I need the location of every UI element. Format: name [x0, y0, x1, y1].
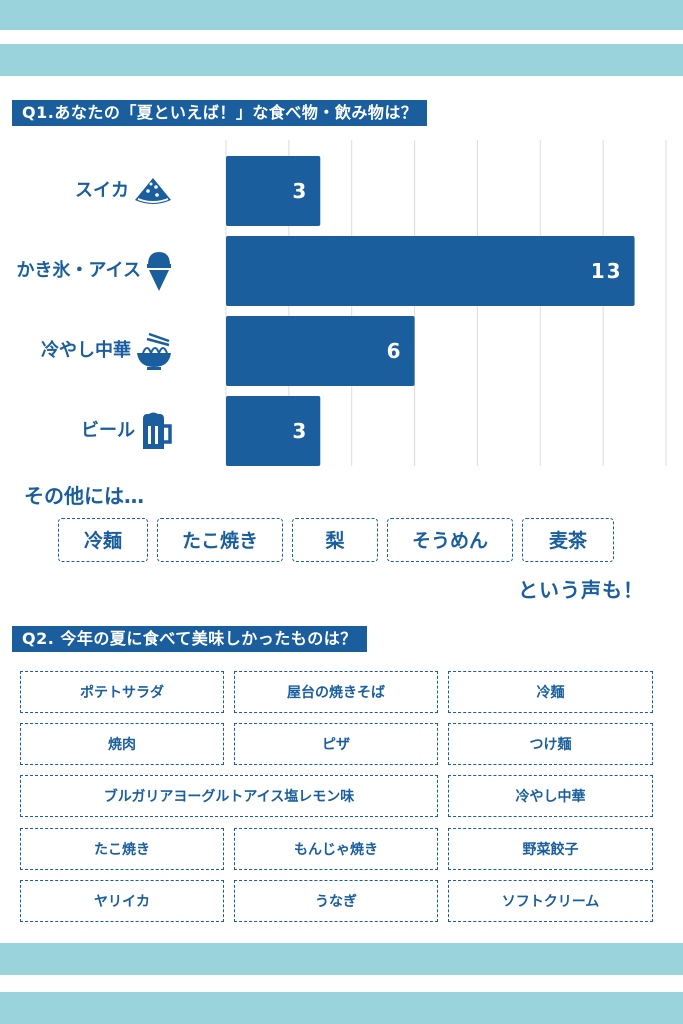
- answer-cell: 冷やし中華: [448, 775, 653, 817]
- other-answer-chip: 梨: [292, 518, 378, 562]
- category-text: 冷やし中華: [41, 340, 131, 361]
- answer-cell: もんじゃ焼き: [234, 828, 438, 870]
- bar-value-label: 3: [292, 419, 308, 443]
- answer-cell: 焼肉: [20, 723, 224, 765]
- answer-cell: ヤリイカ: [20, 880, 224, 922]
- other-answer-chip: そうめん: [387, 518, 513, 562]
- answer-cell: 屋台の焼きそば: [234, 671, 438, 713]
- other-answer-chip: 麦茶: [522, 518, 614, 562]
- beer-mug-icon: [143, 412, 172, 449]
- bar-value-label: 3: [292, 179, 308, 203]
- q2-title: Q2. 今年の夏に食べて美味しかったものは？: [12, 626, 367, 652]
- answer-cell: ポテトサラダ: [20, 671, 224, 713]
- other-answers-title: その他には…: [24, 484, 144, 508]
- answer-cell: 野菜餃子: [448, 828, 653, 870]
- other-answer-chip: たこ焼き: [157, 518, 283, 562]
- top-stripe-2: [0, 44, 683, 76]
- category-label-ice-cream: かき氷・アイス: [16, 236, 173, 306]
- answer-cell: ソフトクリーム: [448, 880, 653, 922]
- bar: [226, 156, 321, 226]
- category-text: かき氷・アイス: [16, 260, 141, 281]
- bar-value-label: 6: [387, 339, 403, 363]
- bar: [226, 316, 415, 386]
- q1-title: Q1.あなたの「夏といえば！」な食べ物・飲み物は？: [12, 100, 428, 126]
- answer-cell: ブルガリアヨーグルトアイス塩レモン味: [20, 775, 438, 817]
- bar-value-label: 13: [591, 259, 623, 283]
- answer-cell: つけ麺: [448, 723, 653, 765]
- other-voices-note: という声も！: [518, 578, 644, 602]
- bar: [226, 396, 321, 466]
- answer-cell: うなぎ: [234, 880, 438, 922]
- q1-bar-chart: 3 13 6 3: [225, 140, 667, 466]
- category-label-watermelon: スイカ: [75, 156, 173, 226]
- ice-cream-icon: [147, 252, 171, 291]
- bar: [226, 236, 635, 306]
- bottom-stripe-2: [0, 992, 683, 1024]
- category-text: スイカ: [75, 180, 129, 201]
- answer-cell: たこ焼き: [20, 828, 224, 870]
- category-text: ビール: [81, 420, 135, 441]
- other-answer-chip: 冷麺: [58, 518, 148, 562]
- watermelon-icon: [135, 178, 171, 204]
- answer-cell: 冷麺: [448, 671, 653, 713]
- category-label-beer: ビール: [81, 396, 173, 466]
- noodle-bowl-icon: [137, 332, 171, 370]
- answer-cell: ピザ: [234, 723, 438, 765]
- top-stripe-1: [0, 0, 683, 30]
- category-label-noodles: 冷やし中華: [41, 316, 173, 386]
- bottom-stripe-1: [0, 943, 683, 975]
